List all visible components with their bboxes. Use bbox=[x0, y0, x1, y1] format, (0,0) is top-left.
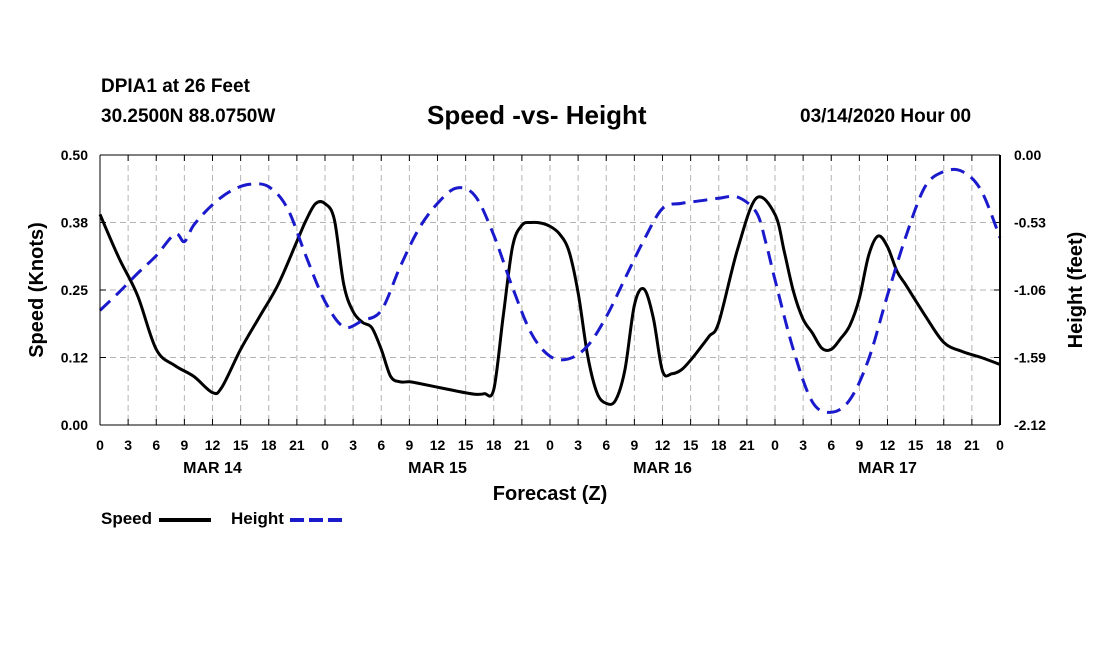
x-tick-label: 21 bbox=[964, 437, 980, 453]
x-tick-label: 18 bbox=[711, 437, 727, 453]
x-tick-label: 9 bbox=[180, 437, 188, 453]
y-axis-title-left: Speed (Knots) bbox=[26, 222, 48, 358]
x-tick-label: 18 bbox=[261, 437, 277, 453]
x-tick-label: 0 bbox=[546, 437, 554, 453]
legend-height-label: Height bbox=[231, 509, 284, 528]
x-tick-label: 9 bbox=[405, 437, 413, 453]
x-tick-label: 21 bbox=[514, 437, 530, 453]
x-tick-label: 9 bbox=[630, 437, 638, 453]
x-tick-label: 15 bbox=[908, 437, 924, 453]
x-day-label: MAR 16 bbox=[633, 460, 692, 477]
x-tick-label: 18 bbox=[486, 437, 502, 453]
x-tick-label: 15 bbox=[458, 437, 474, 453]
station-label: DPIA1 at 26 Feet bbox=[101, 76, 250, 97]
x-tick-label: 0 bbox=[96, 437, 104, 453]
x-tick-label: 6 bbox=[827, 437, 835, 453]
x-tick-label: 6 bbox=[152, 437, 160, 453]
speed-series-line bbox=[98, 195, 1001, 406]
run-time-label: 03/14/2020 Hour 00 bbox=[800, 106, 972, 127]
height-series-line bbox=[98, 167, 1002, 414]
x-tick-label: 3 bbox=[349, 437, 357, 453]
x-tick-label: 18 bbox=[936, 437, 952, 453]
x-tick-label: 0 bbox=[771, 437, 779, 453]
y-tick-label-right: -1.59 bbox=[1014, 350, 1046, 366]
y-tick-label-right: -1.06 bbox=[1014, 282, 1046, 298]
x-day-label: MAR 17 bbox=[858, 460, 917, 477]
x-tick-label: 3 bbox=[124, 437, 132, 453]
x-tick-label: 0 bbox=[321, 437, 329, 453]
x-tick-label: 12 bbox=[430, 437, 446, 453]
coordinates-label: 30.2500N 88.0750W bbox=[101, 106, 276, 127]
legend-height-swatch bbox=[290, 516, 342, 524]
x-tick-label: 9 bbox=[855, 437, 863, 453]
x-tick-label: 12 bbox=[880, 437, 896, 453]
x-tick-label: 0 bbox=[996, 437, 1004, 453]
y-tick-label-right: 0.00 bbox=[1014, 147, 1041, 163]
x-tick-label: 21 bbox=[739, 437, 755, 453]
y-tick-label-left: 0.50 bbox=[61, 147, 88, 163]
x-tick-label: 3 bbox=[574, 437, 582, 453]
y-tick-label-left: 0.25 bbox=[61, 282, 88, 298]
x-day-label: MAR 15 bbox=[408, 460, 467, 477]
y-tick-label-left: 0.38 bbox=[61, 215, 88, 231]
y-tick-label-left: 0.00 bbox=[61, 417, 88, 433]
x-tick-label: 12 bbox=[655, 437, 671, 453]
y-tick-label-right: -0.53 bbox=[1014, 215, 1046, 231]
x-tick-label: 3 bbox=[799, 437, 807, 453]
y-axis-title-right: Height (feet) bbox=[1065, 232, 1087, 349]
x-tick-label: 6 bbox=[602, 437, 610, 453]
y-tick-label-left: 0.12 bbox=[61, 350, 88, 366]
x-day-label: MAR 14 bbox=[183, 460, 242, 477]
chart-title: Speed -vs- Height bbox=[427, 100, 647, 130]
x-tick-label: 12 bbox=[205, 437, 221, 453]
x-tick-label: 15 bbox=[683, 437, 699, 453]
x-tick-label: 6 bbox=[377, 437, 385, 453]
x-tick-label: 15 bbox=[233, 437, 249, 453]
y-tick-label-right: -2.12 bbox=[1014, 417, 1046, 433]
legend-speed-swatch bbox=[159, 516, 211, 524]
legend-speed-label: Speed bbox=[101, 509, 153, 528]
x-tick-label: 21 bbox=[289, 437, 305, 453]
x-axis-title: Forecast (Z) bbox=[493, 483, 607, 505]
